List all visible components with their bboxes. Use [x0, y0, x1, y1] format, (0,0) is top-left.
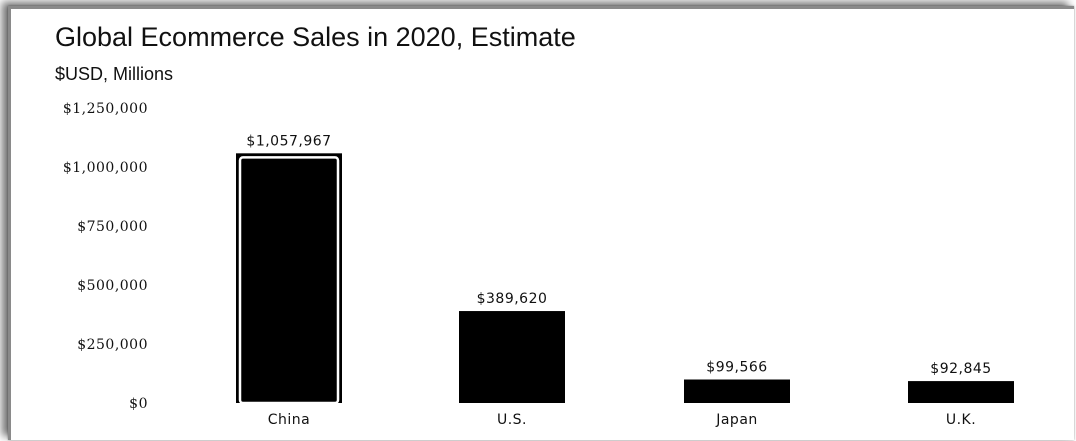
category-label: Japan [715, 412, 758, 428]
bars [236, 153, 1014, 405]
category-label: U.S. [497, 412, 527, 428]
y-tick-label: $750,000 [77, 219, 148, 235]
data-labels: $1,057,967 $389,620 $99,566 $92,845 [246, 133, 991, 377]
y-tick-label: $250,000 [77, 337, 148, 353]
category-label: China [268, 412, 311, 428]
y-tick-label: $1,000,000 [63, 160, 148, 176]
data-label: $389,620 [477, 291, 548, 307]
bar-highlight-outline [238, 156, 340, 405]
y-tick-label: $0 [129, 396, 148, 412]
bar [236, 153, 342, 403]
y-axis-ticks: $0 $250,000 $500,000 $750,000 $1,000,000 $1,2… [63, 101, 148, 412]
data-label: $99,566 [706, 360, 767, 376]
bar [459, 311, 565, 403]
y-tick-label: $1,250,000 [63, 101, 148, 117]
x-axis-labels: China U.S. Japan U.K. [268, 412, 976, 428]
chart-subtitle: $USD, Millions [55, 64, 174, 84]
data-label: $1,057,967 [246, 133, 331, 149]
chart-title: Global Ecommerce Sales in 2020, Estimate [55, 22, 576, 52]
data-label: $92,845 [930, 361, 991, 377]
bar [684, 379, 790, 403]
y-tick-label: $500,000 [77, 278, 148, 294]
category-label: U.K. [946, 412, 976, 428]
bar [908, 381, 1014, 403]
